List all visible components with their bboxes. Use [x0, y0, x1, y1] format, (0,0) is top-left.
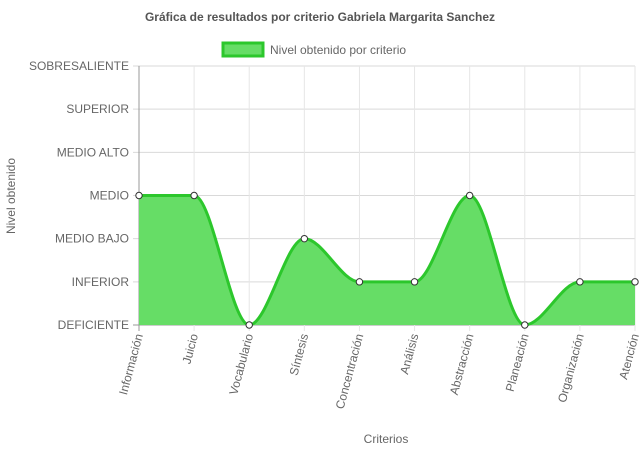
data-point[interactable]: [521, 321, 529, 329]
y-tick-label: SUPERIOR: [66, 102, 129, 116]
series-line: [139, 193, 635, 327]
chart-title: Gráfica de resultados por criterio Gabri…: [145, 10, 495, 24]
x-axis-title: Criterios: [364, 432, 409, 446]
data-point[interactable]: [190, 191, 198, 200]
x-tick-label: Información: [116, 332, 146, 396]
x-tick-label: Concentración: [333, 332, 367, 410]
legend[interactable]: Nivel obtenido por criterio: [221, 41, 406, 58]
y-axis-title: Nivel obtenido: [4, 158, 18, 234]
data-point[interactable]: [410, 278, 419, 286]
x-tick-label: Planeación: [503, 332, 532, 393]
area-layer: [139, 193, 635, 327]
x-tick-label: Vocabulario: [226, 332, 256, 397]
data-point[interactable]: [576, 278, 584, 286]
x-tick-label: Organización: [555, 332, 587, 404]
x-tick-label: Atención: [616, 332, 639, 381]
y-tick-label: MEDIO: [90, 189, 129, 203]
y-tick-label: MEDIO BAJO: [55, 232, 129, 246]
y-tick-label: INFERIOR: [72, 275, 130, 289]
y-tick-label: DEFICIENTE: [58, 318, 129, 332]
data-point[interactable]: [245, 321, 253, 329]
data-point[interactable]: [300, 234, 309, 243]
legend-swatch: [221, 41, 265, 58]
x-tick-label: Abstracción: [447, 332, 477, 396]
data-point[interactable]: [465, 191, 474, 200]
x-tick-label: Síntesis: [287, 332, 312, 377]
x-tick-label: Juicio: [180, 332, 202, 366]
data-point[interactable]: [631, 278, 639, 286]
x-tick-label: Análisis: [397, 332, 421, 376]
axes: DEFICIENTE INFERIOR MEDIO BAJO MEDIO MEDIO A…: [29, 59, 639, 411]
legend-label: Nivel obtenido por criterio: [270, 43, 406, 57]
y-tick-label: SOBRESALIENTE: [29, 59, 129, 73]
data-point[interactable]: [355, 278, 364, 286]
data-point[interactable]: [135, 191, 143, 200]
series-area: [139, 195, 635, 325]
y-tick-label: MEDIO ALTO: [57, 145, 129, 159]
points: [135, 191, 639, 329]
